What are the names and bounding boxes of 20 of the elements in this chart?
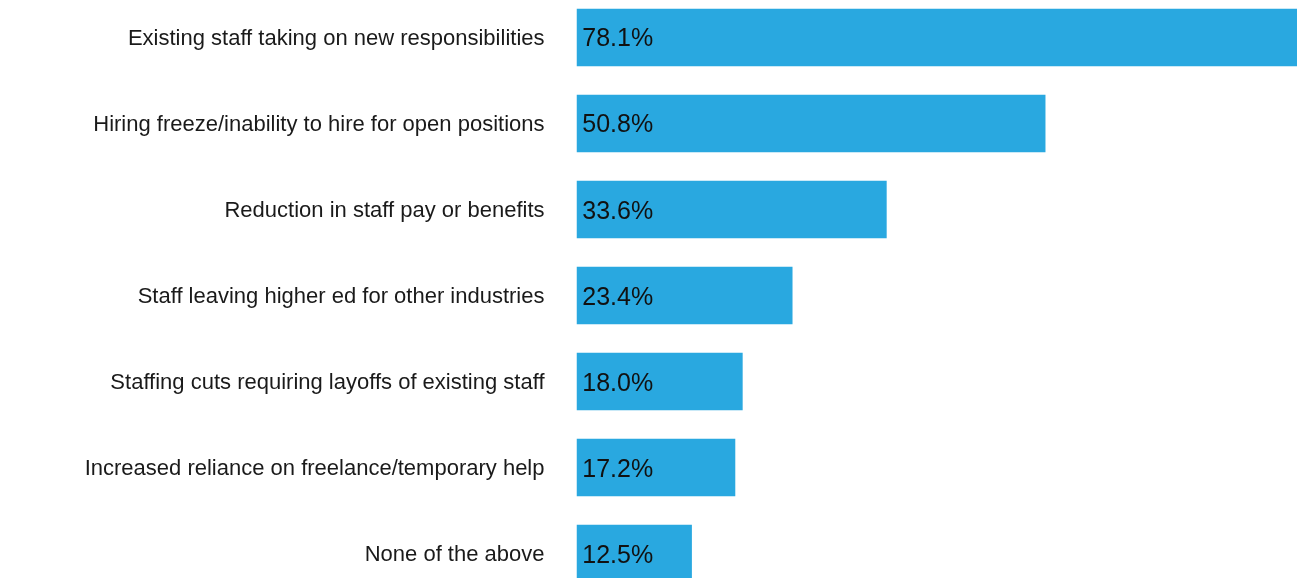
bar — [576, 8, 1297, 67]
y-tick-label: Reduction in staff pay or benefits — [224, 197, 545, 223]
data-label: 33.6% — [582, 195, 654, 224]
y-tick-label: Staff leaving higher ed for other industries — [137, 283, 545, 309]
data-label: 23.4% — [582, 281, 654, 310]
data-label: 50.8% — [582, 109, 654, 138]
y-tick-label: Existing staff taking on new responsibilities — [127, 24, 545, 50]
data-label: 12.5% — [582, 539, 654, 568]
data-label: 78.1% — [582, 23, 654, 52]
y-tick-label: Staffing cuts requiring layoffs of existing staff — [110, 369, 546, 395]
y-tick-label: Increased reliance on freelance/temporary help — [84, 455, 545, 481]
bar — [576, 438, 736, 497]
data-label: 18.0% — [582, 367, 654, 396]
bar — [576, 180, 887, 239]
bar — [576, 352, 743, 411]
data-label: 17.2% — [582, 453, 654, 482]
bar — [576, 266, 793, 325]
y-tick-label: None of the above — [364, 541, 545, 567]
bar — [576, 94, 1046, 153]
y-tick-label: Hiring freeze/inability to hire for open positions — [93, 111, 545, 136]
